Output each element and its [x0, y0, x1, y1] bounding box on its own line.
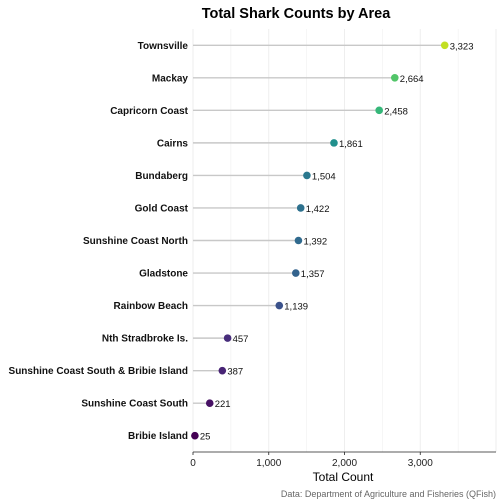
value-label: 1,504: [312, 171, 336, 182]
x-tick-label: 1,000: [256, 458, 281, 469]
lollipop-dot: [296, 204, 305, 212]
category-label: Sunshine Coast South & Bribie Island: [9, 366, 188, 377]
x-tick-label: 0: [190, 458, 196, 469]
lollipop-dot: [390, 74, 399, 82]
x-axis-label: Total Count: [313, 470, 374, 484]
value-label: 1,861: [339, 139, 363, 150]
lollipop-dot: [223, 334, 232, 342]
category-label: Gladstone: [139, 269, 188, 280]
value-label: 25: [200, 432, 211, 443]
lollipop-dot: [191, 431, 199, 440]
category-label: Rainbow Beach: [114, 301, 188, 312]
category-label: Bribie Island: [128, 431, 188, 442]
lollipop-dots: [191, 41, 449, 440]
lollipop-dot: [275, 301, 284, 310]
category-label: Sunshine Coast North: [83, 236, 188, 247]
lollipop-dot: [303, 171, 311, 180]
data-source-caption: Data: Department of Agriculture and Fish…: [281, 489, 496, 499]
value-label: 387: [227, 367, 243, 378]
lollipop-dot: [375, 106, 383, 115]
category-label: Sunshine Coast South: [81, 399, 188, 410]
category-label: Bundaberg: [135, 171, 188, 182]
x-tick-label: 2,000: [332, 458, 357, 469]
category-label: Cairns: [157, 138, 189, 149]
category-label: Gold Coast: [135, 203, 189, 214]
lollipop-dot: [218, 366, 227, 375]
lollipop-dot: [205, 399, 214, 407]
value-label: 3,323: [450, 41, 474, 52]
value-label: 1,422: [306, 204, 330, 215]
value-label: 1,357: [301, 269, 325, 280]
lollipop-dot: [440, 41, 449, 50]
value-label: 2,664: [400, 74, 424, 85]
chart-title: Total Shark Counts by Area: [202, 6, 391, 22]
value-labels: 3,323 2,664 2,458 1,861 1,504 1,422 1,392 1,357…: [200, 41, 474, 442]
category-label: Mackay: [152, 73, 189, 84]
lollipop-stems: [193, 44, 445, 437]
value-label: 457: [233, 334, 249, 345]
category-label: Townsville: [138, 41, 189, 52]
category-labels: Townsville Mackay Capricorn Coast Cairns Bun…: [9, 41, 189, 442]
value-label: 221: [215, 399, 231, 410]
lollipop-dot: [330, 139, 338, 147]
category-label: Nth Stradbroke Is.: [102, 334, 188, 345]
x-tick-label: 3,000: [408, 458, 433, 469]
value-label: 1,139: [284, 302, 308, 313]
lollipop-dot: [294, 236, 303, 245]
x-axis-ticks: 0 1,000 2,000 3,000: [190, 452, 433, 469]
value-label: 2,458: [384, 106, 408, 117]
lollipop-dot: [291, 269, 300, 277]
value-label: 1,392: [303, 237, 327, 248]
category-label: Capricorn Coast: [110, 106, 188, 117]
